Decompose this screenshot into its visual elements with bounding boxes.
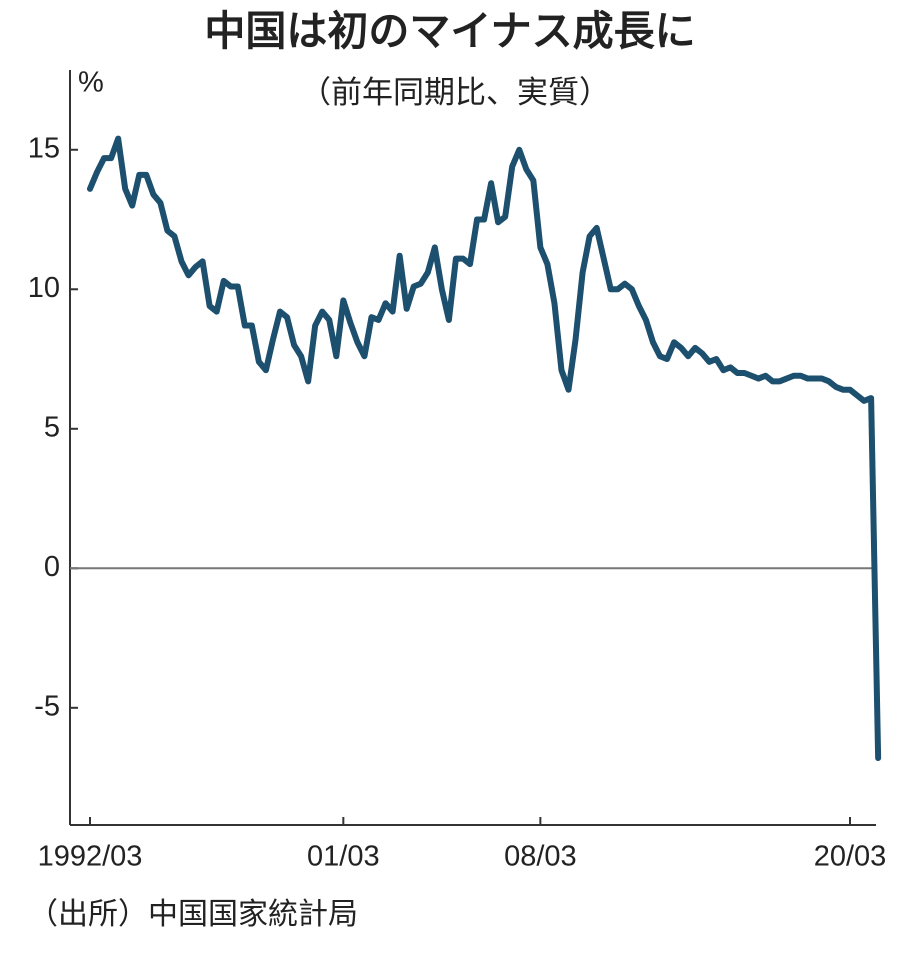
y-tick-label: 15 — [28, 132, 60, 164]
y-axis-label: % — [78, 67, 104, 99]
data-line — [87, 135, 882, 762]
x-tick-label: 1992/03 — [38, 841, 143, 873]
x-tick-label: 20/03 — [814, 841, 887, 873]
x-tick-label: 08/03 — [504, 841, 577, 873]
y-tick-label: 10 — [28, 272, 60, 304]
chart-subtitle: （前年同期比、実質） — [300, 75, 610, 110]
chart-title: 中国は初のマイナス成長に — [204, 8, 695, 54]
y-tick-label: 0 — [44, 551, 60, 583]
y-tick-label: -5 — [34, 690, 60, 722]
y-tick-label: 5 — [44, 411, 60, 443]
source-note: （出所）中国国家統計局 — [28, 898, 358, 931]
x-tick-label: 01/03 — [307, 841, 380, 873]
